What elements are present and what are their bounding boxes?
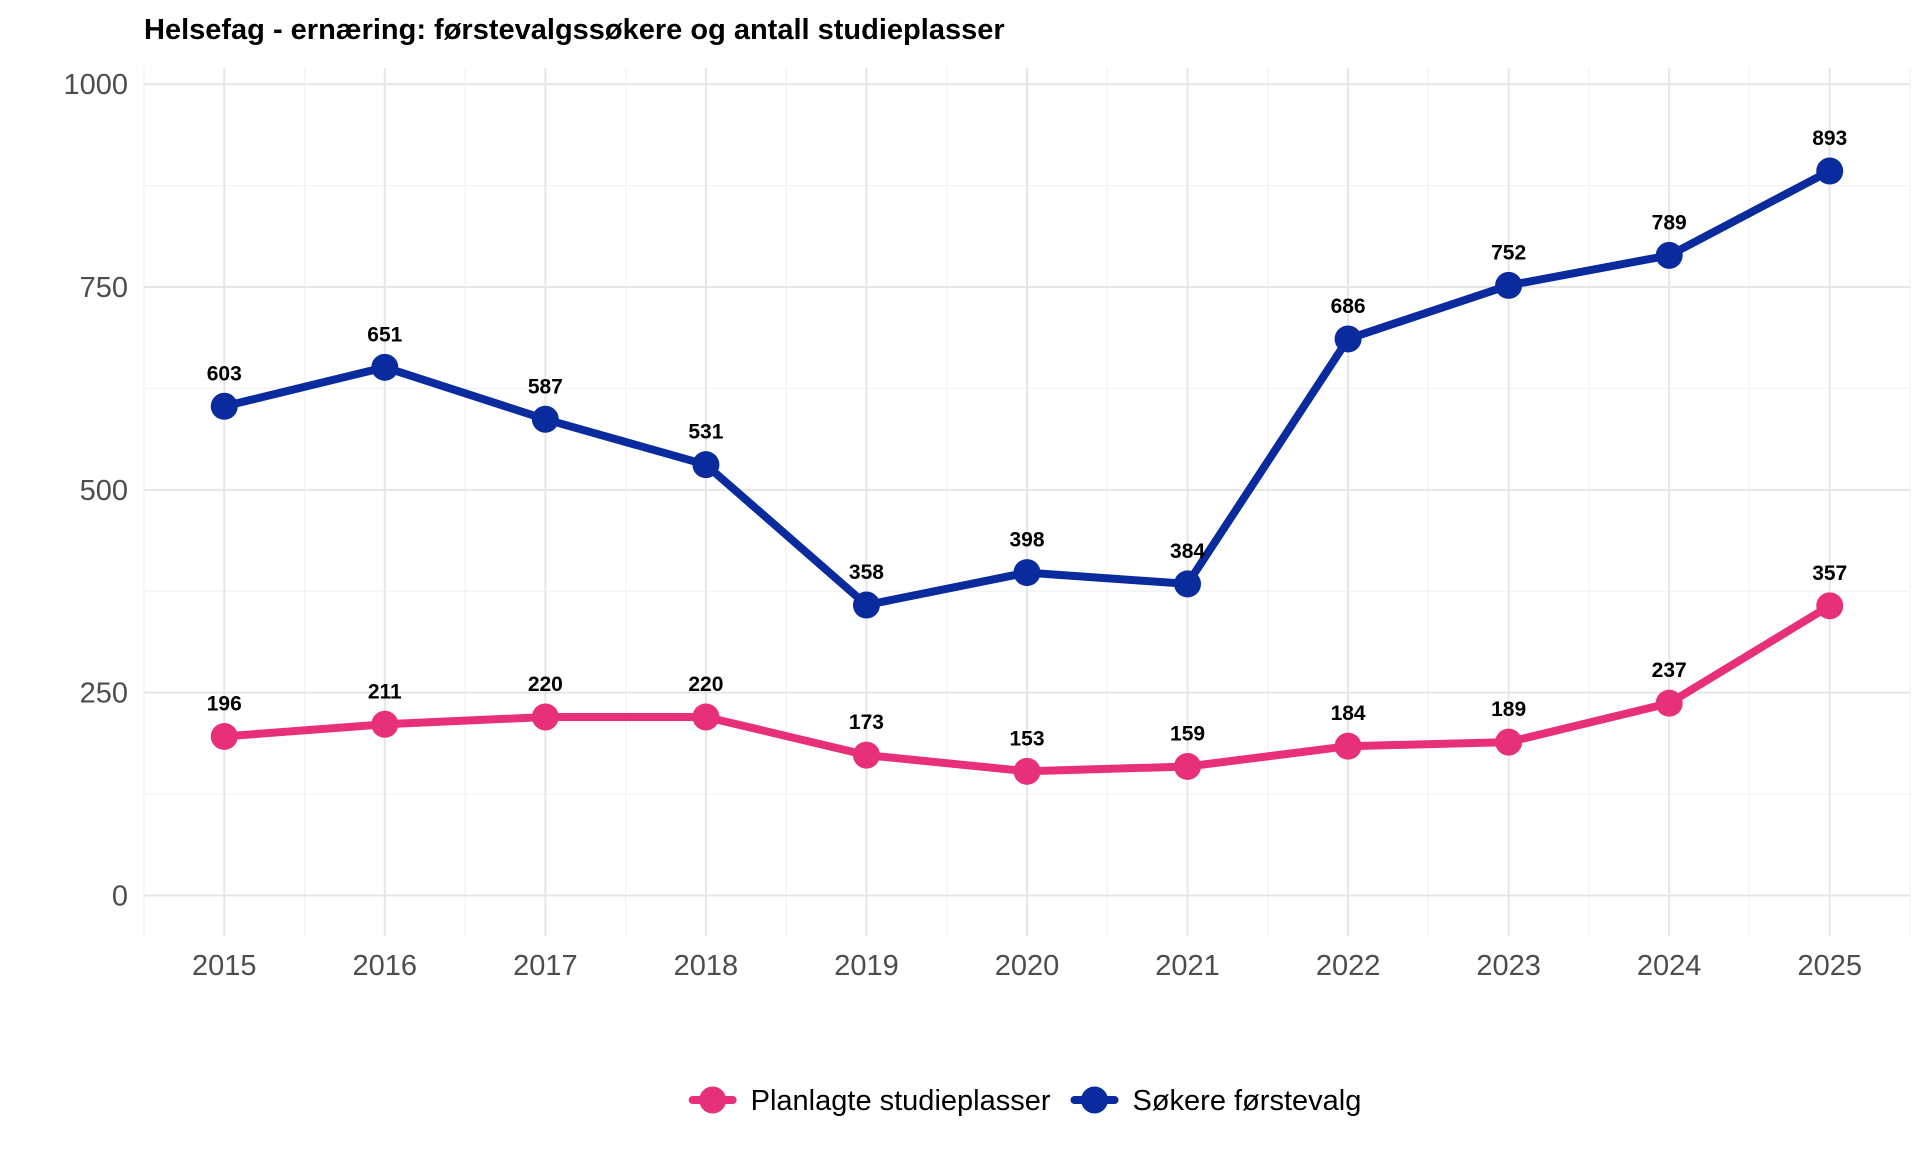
data-point [1334,732,1362,760]
y-tick-label: 250 [80,678,128,710]
data-point [1816,157,1844,185]
data-point [531,405,559,433]
data-label: 752 [1491,241,1526,264]
x-tick-label: 2019 [834,950,899,982]
data-point [692,451,720,479]
data-label: 789 [1652,211,1687,234]
chart-title: Helsefag - ernæring: førstevalgssøkere o… [144,14,1005,46]
data-point [692,703,720,731]
data-point [1334,325,1362,353]
legend-key-marker [699,1086,727,1114]
data-label: 159 [1170,722,1205,745]
data-label: 220 [688,673,723,696]
x-tick-label: 2023 [1476,950,1541,982]
data-label: 173 [849,711,884,734]
data-point [1655,241,1683,269]
data-label: 531 [688,421,723,444]
x-tick-label: 2016 [353,950,418,982]
x-tick-label: 2025 [1797,950,1862,982]
legend-item: Søkere førstevalg [1070,1085,1362,1117]
legend-label: Søkere førstevalg [1133,1085,1362,1117]
legend-item: Planlagte studieplasser [688,1085,1051,1117]
data-point [1495,271,1523,299]
data-label: 587 [528,375,563,398]
grid-lines [143,68,1911,936]
data-labels: 196 211 220 220 173 153 159 184 189 237 357 603 651 5… [207,127,1848,750]
x-tick-label: 2018 [674,950,739,982]
data-point [1495,728,1523,756]
y-tick-label: 750 [80,272,128,304]
data-label: 603 [207,362,242,385]
data-point [1174,570,1202,598]
data-point [210,392,238,420]
x-tick-label: 2024 [1637,950,1702,982]
series-lines [210,157,1844,785]
data-point [1816,592,1844,620]
legend: Planlagte studieplasser Søkere førstevalg [688,1085,1362,1117]
y-tick-label: 500 [80,475,128,507]
data-point [531,703,559,731]
data-label: 196 [207,692,242,715]
x-tick-label: 2020 [995,950,1060,982]
data-point [1013,559,1041,587]
data-point [1013,757,1041,785]
data-label: 893 [1812,127,1847,150]
data-label: 651 [367,323,402,346]
data-point [371,710,399,738]
data-label: 384 [1170,540,1205,563]
legend-key-marker [1081,1086,1109,1114]
data-point [371,353,399,381]
axis-tick-labels: 0 250 500 750 1000 2015 2016 2017 2018 2019 2020 20… [63,69,1862,982]
data-point [1655,689,1683,717]
data-label: 398 [1009,529,1044,552]
data-label: 237 [1652,659,1687,682]
y-tick-label: 1000 [63,69,128,101]
data-label: 686 [1331,295,1366,318]
data-point [852,591,880,619]
data-point [852,741,880,769]
data-label: 220 [528,673,563,696]
x-tick-label: 2017 [513,950,578,982]
data-point [1174,752,1202,780]
data-label: 184 [1331,702,1366,725]
data-label: 357 [1812,562,1847,585]
x-tick-label: 2021 [1155,950,1220,982]
data-label: 211 [368,680,402,703]
x-tick-label: 2015 [192,950,257,982]
data-label: 189 [1491,698,1526,721]
data-point [210,722,238,750]
y-tick-label: 0 [112,880,128,912]
x-tick-label: 2022 [1316,950,1381,982]
data-label: 358 [849,561,884,584]
data-label: 153 [1009,727,1044,750]
legend-label: Planlagte studieplasser [751,1085,1051,1117]
